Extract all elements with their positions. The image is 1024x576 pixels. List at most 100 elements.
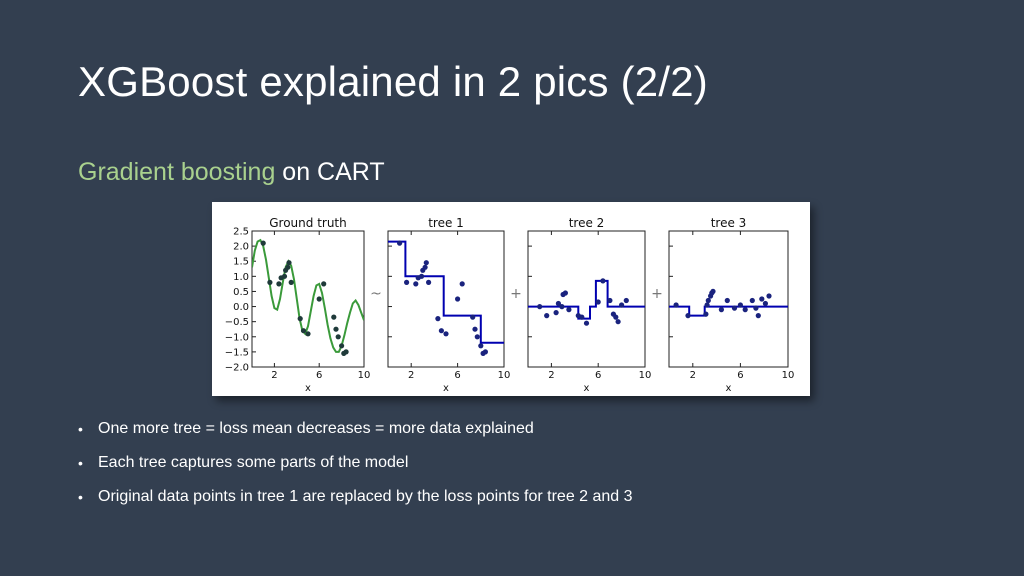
data-point (579, 314, 585, 320)
x-tick-label: 6 (595, 370, 601, 381)
data-point (343, 349, 349, 355)
chart-title: Ground truth (269, 216, 347, 230)
data-point (537, 304, 543, 310)
data-point (600, 278, 606, 284)
data-point (623, 297, 629, 304)
data-point (559, 304, 565, 310)
y-tick-label: 1.5 (233, 257, 249, 268)
bullet-dot-icon: • (78, 489, 83, 505)
chart-panel-3: tree 2 2 6 10 x (527, 216, 652, 394)
data-point (555, 300, 561, 307)
boosting-figure: Ground truth 2 6 10 x 2.5 2.0 1.5 1.0 0.5 0.0 −0.5 −… (212, 202, 810, 396)
chart-title: tree 1 (428, 216, 464, 230)
subtitle-accent: Gradient boosting (78, 158, 276, 186)
chart-panel-4: tree 3 2 6 10 x (668, 216, 795, 394)
x-tick-label: 10 (782, 370, 795, 381)
x-tick-label: 2 (548, 370, 554, 381)
chart-title: tree 2 (569, 216, 605, 230)
data-point (316, 296, 322, 302)
y-tick-label: −2.0 (225, 363, 249, 374)
bullet-item: • Each tree captures some parts of the mo… (78, 450, 633, 484)
boosting-figure-svg: Ground truth 2 6 10 x 2.5 2.0 1.5 1.0 0.5 0.0 −0.5 −… (225, 216, 795, 394)
data-point (285, 264, 291, 270)
data-point (673, 302, 679, 308)
y-tick-label: 2.5 (233, 227, 249, 238)
chart-panel-2: tree 1 2 6 10 x (387, 216, 511, 394)
data-point (482, 349, 488, 355)
data-point (759, 296, 765, 302)
y-tick-label: −0.5 (225, 317, 249, 328)
data-point (267, 279, 273, 285)
data-point (335, 334, 341, 340)
x-axis-label: x (584, 383, 590, 394)
y-tick-label: 2.0 (233, 242, 249, 253)
data-point (766, 293, 772, 299)
x-tick-label: 2 (690, 370, 696, 381)
data-point (705, 297, 711, 304)
subtitle-rest: on CART (275, 158, 385, 186)
y-tick-label: 0.5 (233, 287, 249, 298)
data-point (737, 302, 744, 308)
data-point (423, 260, 429, 266)
ground-truth-line (252, 238, 364, 353)
bullet-text: One more tree = loss mean decreases = mo… (98, 420, 534, 437)
y-tick-label: −1.5 (225, 347, 249, 358)
slide-title: XGBoost explained in 2 pics (2/2) (78, 58, 708, 105)
tree-step-line (388, 240, 504, 344)
data-point (260, 240, 266, 246)
x-tick-label: 6 (737, 370, 743, 381)
data-point (426, 279, 432, 285)
data-point (685, 313, 691, 319)
x-tick-label: 2 (408, 370, 414, 381)
data-point (724, 297, 730, 304)
bullet-item: • One more tree = loss mean decreases = m… (78, 416, 633, 450)
data-point (404, 279, 410, 285)
data-point (762, 300, 769, 307)
x-tick-label: 6 (454, 370, 460, 381)
data-point (553, 310, 559, 316)
data-point (333, 326, 339, 332)
data-point (470, 314, 476, 320)
x-tick-label: 10 (498, 370, 511, 381)
data-point (619, 302, 625, 308)
data-point (339, 343, 345, 349)
x-tick-label: 10 (358, 370, 371, 381)
data-point (286, 260, 292, 266)
data-point (742, 307, 748, 313)
plot-frame (387, 230, 505, 368)
data-point (613, 314, 619, 320)
data-point (300, 328, 307, 334)
data-point (321, 281, 327, 287)
data-point (455, 296, 461, 302)
tree-step-line (528, 279, 645, 320)
data-point (443, 331, 449, 337)
y-tick-label: 0.0 (233, 302, 249, 313)
data-point (474, 334, 480, 340)
data-point (704, 302, 710, 308)
data-point (288, 279, 294, 285)
data-point (331, 314, 337, 320)
data-point (566, 307, 572, 313)
data-point (615, 319, 621, 325)
bullet-list: • One more tree = loss mean decreases = m… (78, 416, 633, 518)
x-tick-label: 6 (316, 370, 322, 381)
data-point (297, 316, 303, 322)
data-point (459, 281, 465, 287)
y-tick-label: 1.0 (233, 272, 249, 283)
chart-panel-1: Ground truth 2 6 10 x 2.5 2.0 1.5 1.0 0.5 0.0 −0.5 −… (225, 216, 371, 394)
data-point (397, 240, 403, 246)
data-point (710, 288, 716, 294)
bullet-dot-icon: • (78, 455, 83, 471)
data-point (544, 313, 550, 319)
data-point (731, 305, 738, 311)
operator-symbol: + (510, 286, 522, 302)
x-tick-label: 10 (639, 370, 652, 381)
data-point (305, 331, 311, 337)
data-point (438, 328, 444, 334)
slide-subtitle: Gradient boosting on CART (78, 158, 385, 187)
chart-title: tree 3 (711, 216, 747, 230)
data-point (753, 305, 759, 311)
data-point (595, 299, 601, 305)
y-tick-label: −1.0 (225, 332, 249, 343)
operator-symbol: + (651, 286, 663, 302)
